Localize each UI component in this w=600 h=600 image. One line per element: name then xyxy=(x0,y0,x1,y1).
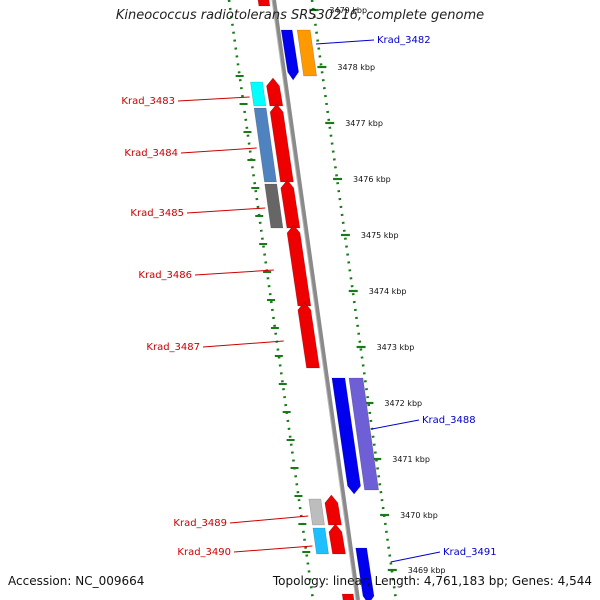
label-krad-3484-leader xyxy=(180,147,257,154)
label-krad-3482-leader xyxy=(315,39,375,45)
label-krad-3486: Krad_3486 xyxy=(138,270,192,281)
label-krad-3485: Krad_3485 xyxy=(130,208,184,219)
label-krad-3487-leader xyxy=(202,340,284,348)
feature-purple xyxy=(348,377,379,491)
label-krad-3489-leader xyxy=(229,515,309,524)
gene-krad-3488 xyxy=(331,377,361,495)
accession-label: Accession: NC_009664 xyxy=(8,574,145,588)
label-krad-3488: Krad_3488 xyxy=(422,415,476,426)
scale-tick-label: 3474 kbp xyxy=(369,287,407,296)
label-krad-3488-leader xyxy=(371,419,420,430)
scale-tick-label: 3478 kbp xyxy=(337,63,375,72)
gene-krad-3485 xyxy=(280,179,301,229)
scale-tick-label: 3473 kbp xyxy=(377,343,415,352)
track-right-dotted xyxy=(310,0,398,600)
gene-partial-top xyxy=(257,0,271,7)
genome-backbone-highlight xyxy=(271,0,357,600)
scale-tick-label: 3472 kbp xyxy=(384,399,422,408)
label-krad-3490: Krad_3490 xyxy=(177,547,231,558)
label-krad-3484: Krad_3484 xyxy=(124,148,178,159)
label-krad-3491: Krad_3491 xyxy=(443,547,497,558)
scale-tick-label: 3477 kbp xyxy=(345,119,383,128)
scale-tick-label: 3479 kbp xyxy=(329,6,367,15)
gene-krad-3483 xyxy=(266,77,284,107)
label-krad-3491-leader xyxy=(390,551,441,563)
scale-tick-label: 3476 kbp xyxy=(353,175,391,184)
track-left-dotted xyxy=(227,0,315,600)
gene-krad-3487 xyxy=(297,301,320,369)
feature-cyan xyxy=(250,81,267,107)
label-krad-3490-leader xyxy=(233,545,313,553)
map-title: Kineococcus radiotolerans SRS30216, comp… xyxy=(115,8,485,23)
feature-orange xyxy=(296,29,317,77)
label-krad-3485-leader xyxy=(186,207,266,214)
label-krad-3483: Krad_3483 xyxy=(121,96,175,107)
gene-krad-3491 xyxy=(355,547,375,600)
feature-sky-blue xyxy=(312,527,329,555)
scale-tick-label: 3475 kbp xyxy=(361,231,399,240)
label-krad-3487: Krad_3487 xyxy=(146,342,200,353)
scale-tick-label: 3471 kbp xyxy=(392,455,430,464)
gene-krad-3490 xyxy=(328,523,346,555)
gene-krad-3482 xyxy=(280,29,299,81)
gene-partial-bottom xyxy=(341,593,355,600)
scale-tick-label: 3470 kbp xyxy=(400,511,438,520)
scale-tick-label: 3469 kbp xyxy=(408,566,446,575)
feature-light-gray xyxy=(308,498,325,526)
label-krad-3483-leader xyxy=(177,96,250,102)
label-krad-3482: Krad_3482 xyxy=(377,35,431,46)
feature-steel-blue xyxy=(253,107,277,183)
gene-krad-3489 xyxy=(324,494,342,526)
label-krad-3489: Krad_3489 xyxy=(173,518,227,529)
label-krad-3486-leader xyxy=(194,269,274,276)
genome-summary: Topology: linear; Length: 4,761,183 bp; … xyxy=(272,574,592,588)
feature-gray xyxy=(264,183,284,229)
genome-backbone xyxy=(272,0,360,600)
